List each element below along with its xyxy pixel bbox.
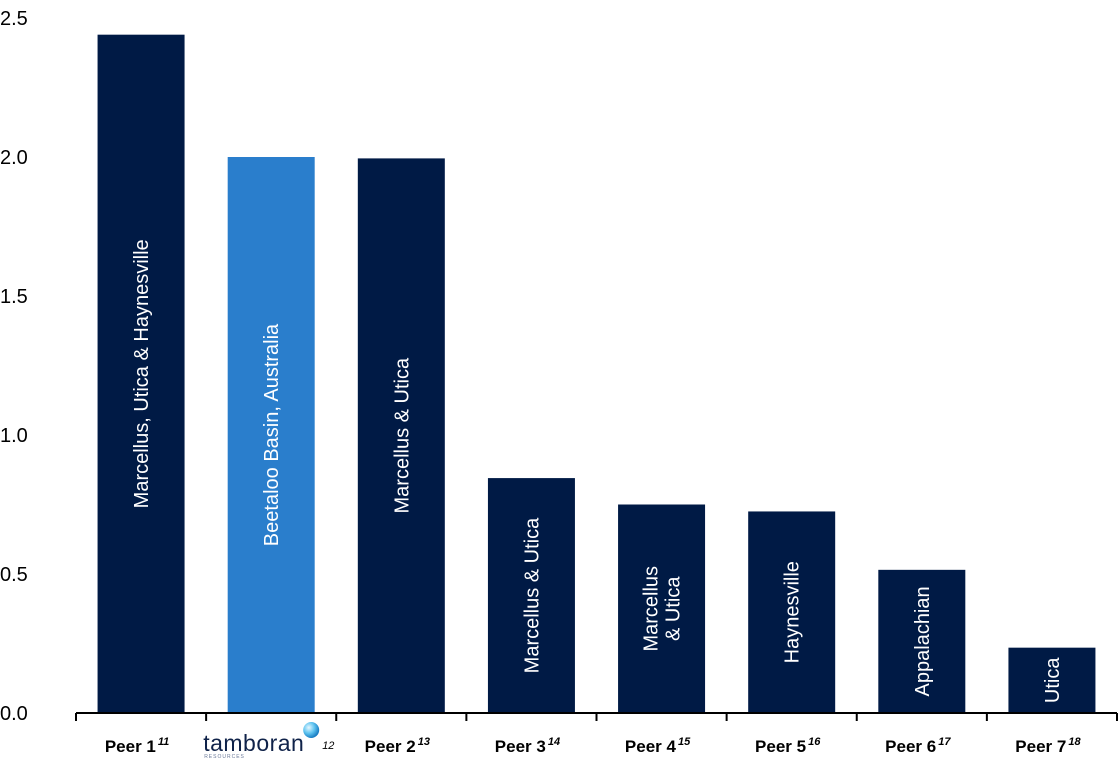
bar — [487, 478, 575, 713]
category-superscript: 14 — [548, 736, 560, 748]
category-name: Peer 2 — [365, 737, 416, 756]
bar — [618, 504, 706, 713]
category-superscript: 16 — [808, 736, 821, 748]
y-axis-ticks: 0.0 0.5 1.0 1.5 2.0 2.5 — [0, 8, 28, 725]
bar-label-text: Appalachian — [912, 586, 934, 696]
category-name: Peer 3 — [495, 737, 546, 756]
bar-label-line: Appalachian — [912, 586, 934, 696]
y-tick-label: 2.5 — [0, 8, 28, 30]
y-tick-label: 1.5 — [0, 286, 28, 308]
y-tick-label: 1.0 — [0, 425, 28, 447]
bar-label-line: Marcellus — [641, 566, 663, 652]
logo-orb-icon — [303, 722, 320, 738]
bar-label-text: Beetaloo Basin, Australia — [261, 323, 283, 546]
bar-label: Marcellus & Utica — [391, 357, 413, 513]
bar-label-line: Beetaloo Basin, Australia — [261, 323, 283, 546]
y-tick-label: 0.0 — [0, 703, 28, 725]
category-label: Peer 6 17 — [885, 736, 951, 756]
category-name: Peer 4 — [625, 737, 677, 756]
bar-label: Appalachian — [912, 586, 934, 696]
category-label: Peer 5 16 — [755, 736, 821, 756]
bar-label: Haynesville — [782, 561, 804, 663]
category-name: Peer 5 — [755, 737, 806, 756]
logo-wordmark: tamboran — [203, 730, 304, 756]
bar — [227, 157, 315, 713]
bars-group: Marcellus, Utica & Haynesville Beetaloo B… — [97, 34, 1096, 714]
category-superscript: 18 — [1068, 736, 1081, 748]
bar-label-line: Utica — [1042, 657, 1064, 703]
bar-label-line: Marcellus, Utica & Haynesville — [131, 239, 153, 508]
bar-label: Beetaloo Basin, Australia — [261, 323, 283, 546]
bar-label-text: Utica — [1042, 657, 1064, 703]
category-label: Peer 2 13 — [365, 736, 430, 756]
category-name: Peer 1 — [105, 737, 156, 756]
category-label: Peer 3 14 — [495, 736, 560, 756]
bar-label: Marcellus, Utica & Haynesville — [131, 239, 153, 508]
category-superscript: 12 — [322, 740, 334, 752]
category-superscript: 17 — [938, 736, 951, 748]
y-tick-label: 0.5 — [0, 564, 28, 586]
bar-label-text: Marcellus& Utica — [641, 566, 685, 652]
y-tick-label: 2.0 — [0, 147, 28, 169]
bar-label: Marcellus& Utica — [641, 566, 685, 652]
bar-label-text: Haynesville — [782, 561, 804, 663]
category-label: Peer 7 18 — [1015, 736, 1081, 756]
category-superscript: 13 — [418, 736, 430, 748]
logo-subtitle: RESOURCES — [204, 754, 245, 760]
category-label: Peer 1 11 — [105, 736, 169, 756]
x-axis-ticks — [75, 713, 1118, 721]
bar-label-line: Marcellus & Utica — [391, 357, 413, 513]
bar — [878, 569, 966, 713]
bar-label-text: Marcellus & Utica — [391, 357, 413, 513]
bar-label: Utica — [1042, 657, 1064, 703]
bar-label-text: Marcellus & Utica — [521, 517, 543, 673]
bar — [97, 34, 185, 714]
bar — [357, 158, 445, 713]
bar-label-line: & Utica — [663, 576, 685, 641]
bar — [748, 511, 836, 713]
category-name: Peer 7 — [1015, 737, 1066, 756]
category-label: Peer 4 15 — [625, 736, 691, 756]
bar-label-line: Haynesville — [782, 561, 804, 663]
category-name: Peer 6 — [885, 737, 936, 756]
bar-label: Marcellus & Utica — [521, 517, 543, 673]
bar-label-text: Marcellus, Utica & Haynesville — [131, 239, 153, 508]
bar — [1008, 647, 1096, 713]
category-superscript: 15 — [678, 736, 691, 748]
bar-label-line: Marcellus & Utica — [521, 517, 543, 673]
category-superscript: 11 — [158, 736, 169, 748]
